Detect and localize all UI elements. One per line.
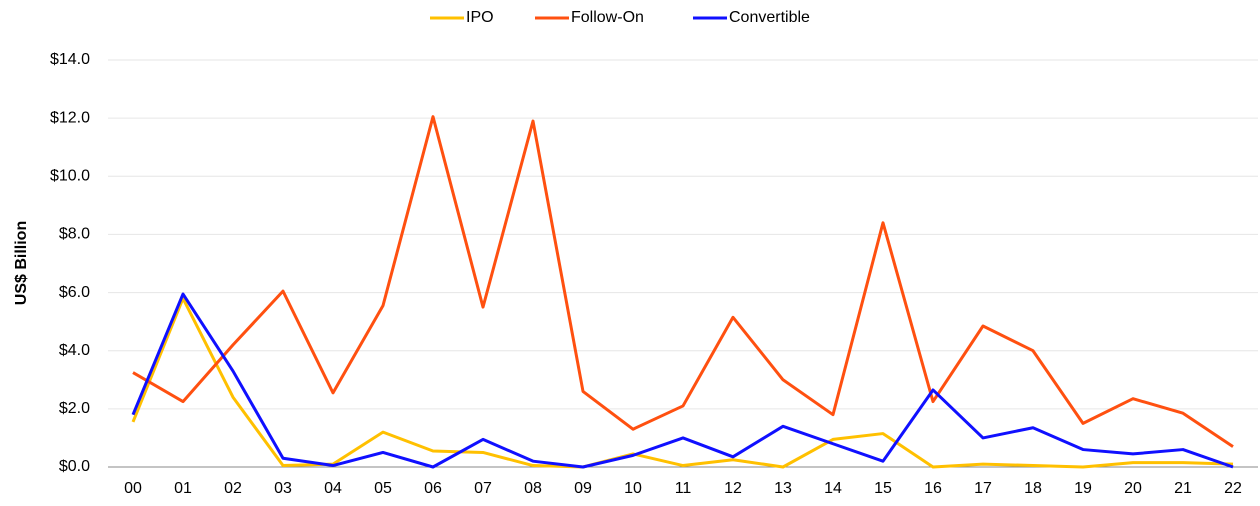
- y-tick-label: $6.0: [59, 284, 90, 301]
- legend-label: Convertible: [729, 9, 810, 26]
- y-tick-label: $0.0: [59, 458, 90, 475]
- line-series: [132, 115, 1234, 448]
- x-tick-label: 03: [274, 480, 292, 497]
- x-tick-label: 08: [524, 480, 542, 497]
- x-tick-label: 11: [675, 480, 692, 497]
- x-tick-label: 13: [774, 480, 792, 497]
- legend-label: IPO: [466, 9, 494, 26]
- x-tick-label: 22: [1224, 480, 1242, 497]
- x-tick-label: 17: [974, 480, 992, 497]
- x-tick-label: 19: [1074, 480, 1092, 497]
- y-tick-label: $4.0: [59, 342, 90, 359]
- x-tick-label: 16: [924, 480, 942, 497]
- x-tick-label: 12: [724, 480, 742, 497]
- x-tick-label: 04: [324, 480, 342, 497]
- y-axis-label: US$ Billion: [13, 221, 30, 305]
- x-tick-label: 14: [824, 480, 842, 497]
- x-tick-label: 21: [1174, 480, 1192, 497]
- x-tick-label: 10: [624, 480, 642, 497]
- line-series: [131, 292, 1234, 469]
- x-tick-label: 01: [174, 480, 192, 497]
- y-tick-label: $2.0: [59, 400, 90, 417]
- x-tick-label: 15: [874, 480, 892, 497]
- y-tick-label: $14.0: [50, 51, 90, 68]
- y-tick-label: $12.0: [50, 109, 90, 126]
- y-tick-label: $10.0: [50, 168, 90, 185]
- x-tick-label: 02: [224, 480, 242, 497]
- x-tick-label: 09: [574, 480, 592, 497]
- legend-label: Follow-On: [571, 9, 644, 26]
- x-tick-label: 05: [374, 480, 392, 497]
- x-tick-label: 20: [1124, 480, 1142, 497]
- x-tick-label: 00: [124, 480, 142, 497]
- x-tick-label: 18: [1024, 480, 1042, 497]
- y-tick-label: $8.0: [59, 226, 90, 243]
- x-tick-label: 06: [424, 480, 442, 497]
- x-tick-label: 07: [474, 480, 492, 497]
